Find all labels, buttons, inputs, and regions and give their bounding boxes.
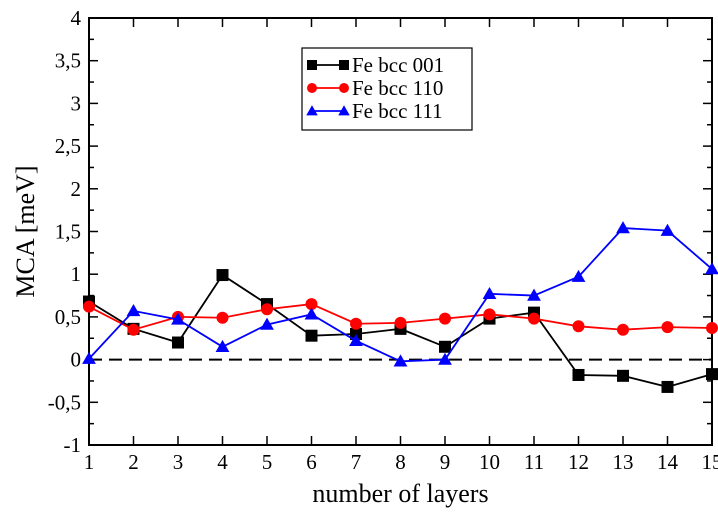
y-tick-label: 0,5 (55, 305, 81, 329)
data-point-fe-bcc-110 (617, 323, 629, 336)
data-point-fe-bcc-111 (82, 351, 96, 364)
y-tick-label: 3,5 (55, 49, 81, 73)
x-tick-label: 4 (217, 450, 228, 474)
legend-box (301, 47, 473, 131)
data-point-fe-bcc-110 (261, 303, 273, 316)
data-point-fe-bcc-111 (527, 288, 541, 301)
y-tick-label: 2,5 (55, 134, 81, 158)
x-tick-label: 8 (395, 450, 406, 474)
legend-marker-fe-bcc-001 (339, 60, 349, 70)
data-point-fe-bcc-111 (482, 286, 497, 300)
data-point-fe-bcc-111 (571, 269, 586, 282)
y-axis-title: MCA [meV] (11, 165, 40, 297)
y-tick-label: -1 (64, 433, 82, 457)
legend-marker-fe-bcc-110 (339, 83, 349, 93)
data-point-fe-bcc-111 (705, 262, 718, 275)
data-point-fe-bcc-001 (439, 340, 451, 353)
data-point-fe-bcc-111 (616, 221, 630, 234)
x-axis-title: number of layers (312, 479, 488, 508)
x-tick-label: 15 (702, 450, 718, 474)
y-tick-label: 1 (71, 262, 82, 286)
legend-marker-fe-bcc-111 (338, 105, 350, 116)
data-point-fe-bcc-111 (126, 304, 141, 317)
data-point-fe-bcc-001 (172, 336, 184, 349)
legend-marker-fe-bcc-111 (306, 105, 318, 116)
y-tick-label: 3 (71, 91, 82, 115)
data-point-fe-bcc-110 (706, 322, 718, 335)
data-point-fe-bcc-111 (260, 317, 274, 330)
plot-layer: -1-0,500,511,522,533,541 2 3 4 5 6 7 8 9 10 11 12 13… (48, 6, 718, 474)
y-tick-label: 2 (71, 177, 82, 201)
data-point-fe-bcc-110 (350, 317, 362, 330)
y-tick-label: 4 (71, 6, 82, 30)
data-point-fe-bcc-111 (438, 352, 452, 365)
data-point-fe-bcc-110 (572, 320, 585, 333)
data-point-fe-bcc-111 (304, 307, 319, 320)
x-tick-label: 13 (613, 450, 634, 474)
x-tick-label: 10 (479, 450, 500, 474)
x-tick-label: 11 (524, 450, 544, 474)
data-point-fe-bcc-111 (349, 333, 363, 346)
data-point-fe-bcc-001 (661, 380, 674, 393)
data-point-fe-bcc-110 (305, 298, 318, 311)
x-tick-label: 12 (568, 450, 589, 474)
legend-marker-fe-bcc-110 (307, 83, 317, 93)
data-point-fe-bcc-110 (83, 300, 95, 313)
data-point-fe-bcc-110 (483, 308, 496, 321)
y-tick-label: -0,5 (48, 390, 81, 414)
data-point-fe-bcc-111 (215, 339, 230, 352)
x-tick-label: 3 (173, 450, 184, 474)
legend-marker-fe-bcc-001 (307, 60, 317, 70)
data-point-fe-bcc-110 (216, 311, 229, 324)
y-tick-label: 0 (71, 348, 82, 372)
data-point-fe-bcc-001 (216, 269, 229, 282)
data-point-fe-bcc-110 (661, 321, 674, 334)
x-tick-label: 9 (440, 450, 451, 474)
x-tick-label: 14 (657, 450, 679, 474)
data-point-fe-bcc-001 (617, 369, 629, 382)
legend-label-fe-bcc-111: Fe bcc 111 (352, 99, 443, 123)
x-tick-label: 1 (84, 450, 95, 474)
data-point-fe-bcc-110 (394, 316, 407, 329)
legend-label-fe-bcc-001: Fe bcc 001 (352, 53, 444, 77)
y-tick-label: 1,5 (55, 220, 81, 244)
data-point-fe-bcc-111 (393, 354, 408, 367)
data-point-fe-bcc-111 (171, 312, 185, 325)
data-point-fe-bcc-110 (439, 312, 451, 325)
data-point-fe-bcc-001 (572, 368, 585, 381)
x-tick-label: 5 (262, 450, 273, 474)
data-point-fe-bcc-110 (127, 323, 140, 336)
x-tick-label: 6 (306, 450, 317, 474)
data-point-fe-bcc-110 (528, 312, 540, 325)
x-tick-label: 2 (128, 450, 139, 474)
data-point-fe-bcc-001 (706, 368, 718, 381)
data-point-fe-bcc-111 (660, 223, 675, 236)
x-tick-label: 7 (351, 450, 362, 474)
legend-label-fe-bcc-110: Fe bcc 110 (352, 76, 443, 100)
data-point-fe-bcc-001 (305, 329, 318, 342)
